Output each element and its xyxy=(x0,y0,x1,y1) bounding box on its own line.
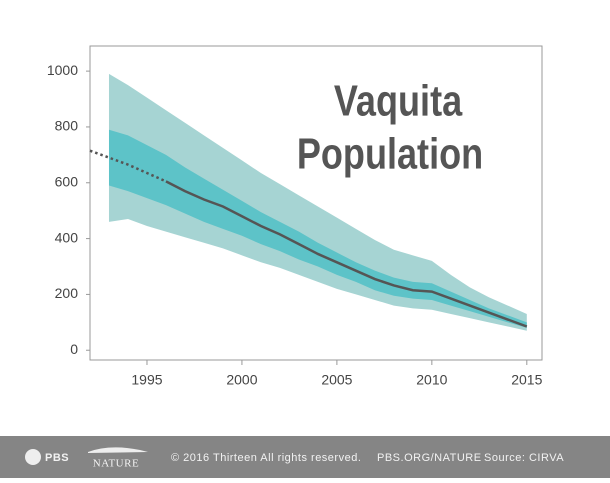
band xyxy=(108,73,527,331)
pbs-text: PBS xyxy=(45,452,69,464)
nature-text: NATURE xyxy=(93,458,139,470)
y-tick-label: 1000 xyxy=(47,62,78,78)
x-tick-label: 2000 xyxy=(226,372,257,388)
line xyxy=(165,180,528,328)
nature-logo xyxy=(88,447,148,453)
y-tick-label: 0 xyxy=(70,341,78,357)
source: Source: CIRVA xyxy=(484,452,564,464)
x-tick-label: 2010 xyxy=(416,372,447,388)
title-line: Vaquita xyxy=(334,76,463,125)
x-tick-label: 2015 xyxy=(511,372,542,388)
y-tick-label: 200 xyxy=(55,285,79,301)
x-tick-label: 2005 xyxy=(321,372,352,388)
url: PBS.ORG/NATURE xyxy=(377,452,482,464)
title-line: Population xyxy=(297,129,483,178)
y-tick-label: 600 xyxy=(55,173,79,189)
footer-bar xyxy=(0,436,610,478)
y-tick-label: 400 xyxy=(55,229,79,245)
plot xyxy=(89,73,528,331)
copyright: © 2016 Thirteen All rights reserved. xyxy=(171,452,361,464)
plot-frame xyxy=(89,45,543,361)
y-tick-label: 800 xyxy=(55,118,79,134)
line xyxy=(89,149,167,183)
band xyxy=(108,129,527,328)
pbs-logo xyxy=(25,449,41,465)
x-tick-label: 1995 xyxy=(131,372,162,388)
